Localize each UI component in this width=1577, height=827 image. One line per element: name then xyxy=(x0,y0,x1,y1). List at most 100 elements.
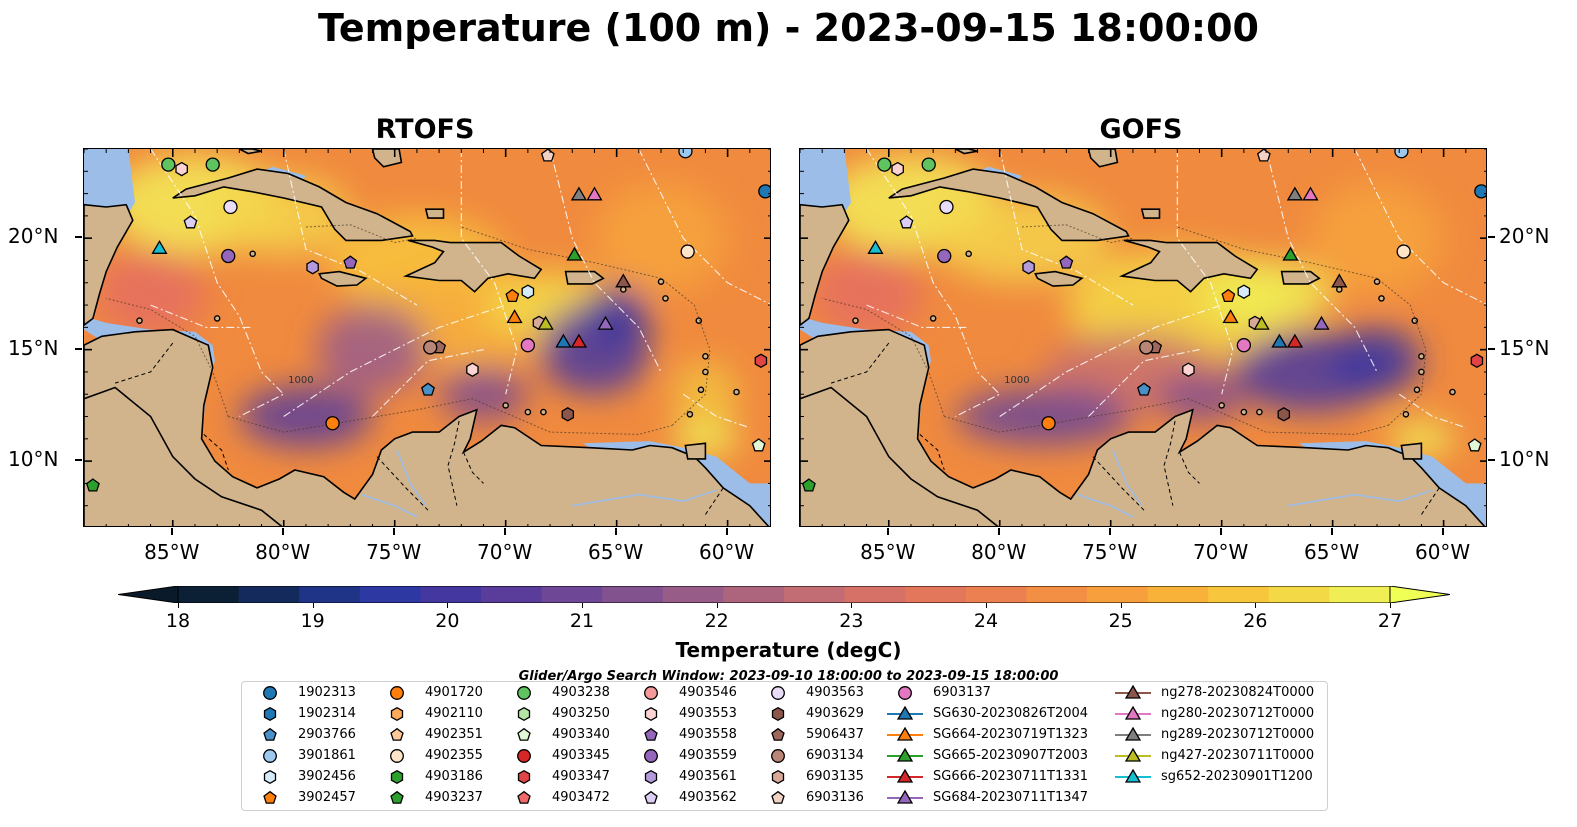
marker-6903136 xyxy=(1256,149,1271,162)
x-tick-label: 80°W xyxy=(971,540,1027,564)
island xyxy=(1336,286,1343,293)
yucatan-land xyxy=(84,203,134,327)
marker-4902110 xyxy=(390,706,404,722)
river xyxy=(1112,449,1143,507)
x-tick-mark xyxy=(392,528,395,535)
marker-4903347 xyxy=(1470,353,1484,369)
colorbar-tick xyxy=(1390,603,1391,608)
y-tick-label: 15°N xyxy=(8,335,59,360)
island xyxy=(524,408,532,416)
marker-SG666-20230711T1331 xyxy=(570,333,588,348)
marker-2903766 xyxy=(263,727,277,741)
colorbar-bin xyxy=(1329,586,1391,603)
legend-label: 4901720 xyxy=(425,685,483,700)
marker-3902456 xyxy=(521,284,535,299)
legend-label: 4903345 xyxy=(552,748,610,763)
legend-argo-icon xyxy=(771,727,785,741)
panel-title-rtofs: RTOFS xyxy=(375,114,475,145)
national-border xyxy=(1420,487,1440,515)
marker-3902457 xyxy=(263,790,277,804)
legend-label: 4903553 xyxy=(679,706,737,721)
legend-glider-icon xyxy=(887,768,923,783)
temperature-blob xyxy=(1155,376,1244,421)
island xyxy=(620,286,627,293)
x-tick-label: 65°W xyxy=(588,540,644,564)
legend-glider-icon xyxy=(1115,684,1151,699)
colorbar-bin xyxy=(1208,586,1270,603)
legend-argo-icon xyxy=(390,749,404,763)
marker-4902355 xyxy=(680,244,695,259)
island xyxy=(965,250,972,258)
marker-4901720 xyxy=(1041,416,1056,431)
marker-ng289-20230712T0000 xyxy=(570,186,588,201)
x-tick-mark xyxy=(1330,528,1333,535)
national-border xyxy=(376,456,429,511)
colorbar-outline xyxy=(177,586,1391,603)
legend-label: 4903238 xyxy=(552,685,610,700)
marker-4903558 xyxy=(343,255,358,269)
marker-4903558 xyxy=(644,727,658,741)
search-window-text: Glider/Argo Search Window: 2023-09-10 18… xyxy=(518,669,1059,684)
temperature-blob xyxy=(95,249,207,339)
marker-ng280-20230712T0000 xyxy=(1124,705,1142,720)
temperature-blob xyxy=(1332,327,1422,395)
marker-ng278-20230824T0000 xyxy=(615,273,632,288)
legend-argo-icon xyxy=(644,769,658,785)
island xyxy=(213,315,221,322)
eez-boundary xyxy=(999,149,1134,306)
bahamas-land-2 xyxy=(424,208,445,219)
x-tick-mark xyxy=(886,528,889,535)
contour-label: 1000 xyxy=(1004,375,1029,386)
bathymetry-contour xyxy=(228,398,673,435)
national-border xyxy=(463,451,484,484)
y-tick-mark xyxy=(1488,236,1495,239)
colorbar-tick-label: 23 xyxy=(839,610,864,632)
marker-SG666-20230711T1331 xyxy=(1286,333,1304,348)
legend-label: 4903563 xyxy=(806,685,864,700)
marker-4903340 xyxy=(517,727,531,741)
map-svg-rtofs: 1000 xyxy=(84,149,770,526)
legend-argo-icon xyxy=(263,706,277,722)
marker-4903238 xyxy=(921,157,936,172)
national-border xyxy=(114,342,174,384)
marker-4903237 xyxy=(85,478,100,492)
legend-label: 4903546 xyxy=(679,685,737,700)
cuba-land xyxy=(172,168,414,242)
marker-SG665-20230907T2003 xyxy=(566,246,583,261)
marker-SG665-20230907T2003 xyxy=(896,747,914,762)
legend-argo-icon xyxy=(263,727,277,741)
legend-argo-icon xyxy=(644,749,658,763)
shelf-water xyxy=(84,149,135,221)
marker-6903137 xyxy=(898,686,912,700)
national-border xyxy=(704,487,724,515)
river xyxy=(396,449,427,507)
colorbar-bin xyxy=(1147,586,1209,603)
legend-argo-icon xyxy=(263,769,277,785)
hispaniola-land xyxy=(402,239,543,293)
marker-4903250 xyxy=(517,706,531,722)
marker-4903553 xyxy=(175,161,188,177)
temperature-blob xyxy=(955,387,1133,446)
marker-4903563 xyxy=(939,199,954,215)
temperature-field xyxy=(95,155,739,457)
island xyxy=(136,317,143,324)
colorbar-tick xyxy=(716,603,718,608)
marker-4903553 xyxy=(466,362,479,377)
marker-SG684-20230711T1347 xyxy=(1313,315,1330,330)
x-tick-mark xyxy=(725,528,728,535)
legend-argo-icon xyxy=(390,727,404,741)
island xyxy=(1378,295,1385,302)
marker-ng289-20230712T0000 xyxy=(1286,186,1304,201)
marker-4903237 xyxy=(801,478,816,492)
legend-label: 1902314 xyxy=(298,706,356,721)
colorbar-bin xyxy=(178,586,240,603)
contour-label: 1000 xyxy=(288,375,313,386)
legend-label: 4903559 xyxy=(679,748,737,763)
legend-label: 4903186 xyxy=(425,769,483,784)
colorbar-tick xyxy=(986,603,987,608)
bathymetry-contour xyxy=(1177,226,1427,426)
bathymetry-contour xyxy=(1021,224,1133,244)
x-tick-label: 70°W xyxy=(477,540,533,564)
legend-label: 5906437 xyxy=(806,727,864,742)
marker-SG665-20230907T2003 xyxy=(1282,246,1299,261)
